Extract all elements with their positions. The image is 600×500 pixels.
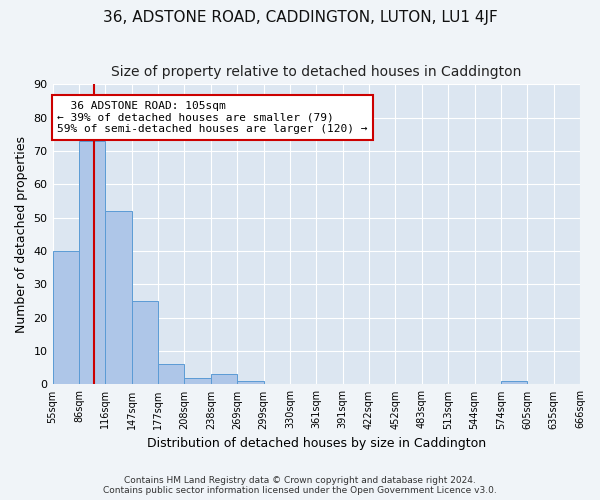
Text: 36 ADSTONE ROAD: 105sqm  
← 39% of detached houses are smaller (79)
59% of semi-: 36 ADSTONE ROAD: 105sqm ← 39% of detache… [57, 101, 368, 134]
Bar [184, 378, 211, 384]
Bar [501, 381, 527, 384]
X-axis label: Distribution of detached houses by size in Caddington: Distribution of detached houses by size … [147, 437, 486, 450]
Bar [237, 381, 263, 384]
Bar [131, 301, 158, 384]
Bar [211, 374, 237, 384]
Bar [53, 251, 79, 384]
Bar [105, 211, 131, 384]
Y-axis label: Number of detached properties: Number of detached properties [15, 136, 28, 333]
Text: 36, ADSTONE ROAD, CADDINGTON, LUTON, LU1 4JF: 36, ADSTONE ROAD, CADDINGTON, LUTON, LU1… [103, 10, 497, 25]
Bar [158, 364, 184, 384]
Text: Contains HM Land Registry data © Crown copyright and database right 2024.
Contai: Contains HM Land Registry data © Crown c… [103, 476, 497, 495]
Bar [79, 141, 105, 384]
Title: Size of property relative to detached houses in Caddington: Size of property relative to detached ho… [111, 65, 521, 79]
